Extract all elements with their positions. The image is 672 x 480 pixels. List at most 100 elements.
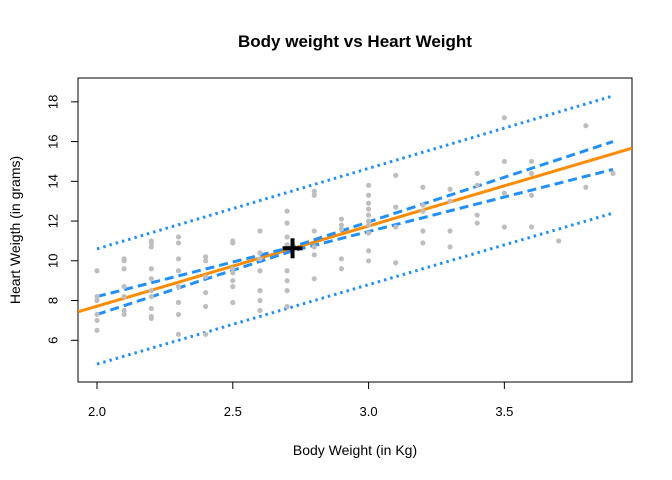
- data-point: [284, 288, 290, 294]
- x-tick-label: 2.5: [224, 404, 242, 419]
- data-point: [148, 305, 154, 312]
- data-point: [501, 190, 507, 196]
- data-point: [365, 200, 372, 206]
- data-point: [148, 276, 154, 282]
- data-point: [230, 270, 236, 276]
- data-point: [257, 228, 263, 234]
- data-point: [528, 158, 535, 165]
- data-point: [365, 258, 372, 264]
- regression-line: [78, 146, 632, 314]
- data-point: [501, 158, 507, 165]
- data-point: [365, 212, 372, 218]
- y-tick-label: 6: [45, 337, 60, 344]
- data-point: [148, 288, 154, 294]
- data-point: [257, 250, 263, 256]
- data-point: [311, 276, 317, 282]
- data-point: [365, 248, 372, 254]
- data-point: [257, 297, 263, 304]
- y-axis-label: Heart Weigth (in grams): [7, 156, 23, 304]
- y-tick-label: 12: [45, 214, 60, 228]
- y-tick-label: 8: [45, 297, 60, 304]
- data-point: [474, 182, 480, 188]
- data-point: [175, 268, 182, 274]
- data-point: [148, 238, 154, 244]
- data-point: [203, 254, 209, 260]
- data-point: [94, 297, 100, 304]
- data-point: [284, 268, 290, 274]
- y-tick-label: 18: [45, 95, 60, 109]
- data-point: [94, 311, 100, 318]
- y-tick-label: 14: [45, 174, 60, 188]
- prediction-band-lower: [96, 211, 614, 366]
- data-point: [175, 331, 182, 337]
- data-point: [148, 266, 154, 272]
- data-point: [501, 224, 507, 230]
- data-point: [338, 226, 345, 232]
- data-point: [447, 198, 453, 204]
- x-tick-label: 2.0: [88, 404, 106, 419]
- data-point: [528, 170, 535, 176]
- data-point: [583, 123, 589, 129]
- data-point: [203, 274, 209, 280]
- data-point: [447, 228, 453, 234]
- data-point: [121, 284, 127, 290]
- data-point: [94, 268, 100, 274]
- x-tick-label: 3.0: [360, 404, 378, 419]
- data-point: [284, 242, 290, 248]
- data-point: [474, 170, 480, 176]
- data-point: [230, 266, 236, 272]
- y-tick-label: 16: [45, 134, 60, 148]
- data-point: [257, 288, 263, 294]
- data-point: [203, 289, 209, 296]
- data-point: [528, 192, 535, 198]
- data-point: [420, 240, 426, 246]
- data-point: [284, 208, 290, 214]
- data-point: [393, 260, 399, 266]
- data-point: [447, 244, 453, 250]
- data-point: [257, 307, 263, 314]
- data-point: [365, 206, 372, 212]
- data-point: [393, 172, 399, 178]
- data-point: [121, 266, 127, 272]
- data-point: [175, 240, 182, 246]
- y-tick-label: 10: [45, 254, 60, 268]
- data-point: [420, 208, 426, 214]
- data-point: [121, 293, 127, 300]
- data-point: [420, 202, 426, 208]
- x-tick-label: 3.5: [495, 404, 513, 419]
- data-point: [203, 258, 209, 264]
- data-point: [365, 218, 372, 224]
- plot-frame: [77, 77, 633, 383]
- data-point: [94, 317, 100, 324]
- data-point: [121, 307, 127, 314]
- data-point: [121, 311, 127, 318]
- data-point: [365, 182, 372, 188]
- data-point: [501, 115, 507, 121]
- data-point: [284, 234, 290, 240]
- data-point: [203, 303, 209, 310]
- data-point: [94, 327, 100, 333]
- plot-area: 2.0 2.5 3.0 3.5 6 8 10 12 14 16 18: [45, 77, 633, 419]
- data-point: [420, 184, 426, 190]
- data-point: [556, 238, 562, 244]
- confidence-band-upper: [96, 140, 614, 299]
- chart-title: Body weight vs Heart Weight: [238, 32, 472, 51]
- data-point: [175, 234, 182, 240]
- data-point: [148, 244, 154, 250]
- data-point: [175, 256, 182, 262]
- data-point: [583, 184, 589, 190]
- data-point: [230, 238, 236, 244]
- data-point: [257, 268, 263, 274]
- data-point: [311, 244, 317, 250]
- data-point: [203, 331, 209, 337]
- data-point: [175, 299, 182, 306]
- data-point: [338, 222, 345, 228]
- data-point: [284, 303, 290, 310]
- data-point: [284, 278, 290, 284]
- data-point: [148, 313, 154, 320]
- x-axis-label: Body Weight (in Kg): [293, 442, 417, 458]
- data-point: [365, 222, 372, 228]
- data-point: [393, 204, 399, 210]
- data-point: [94, 293, 100, 300]
- data-point: [230, 284, 236, 290]
